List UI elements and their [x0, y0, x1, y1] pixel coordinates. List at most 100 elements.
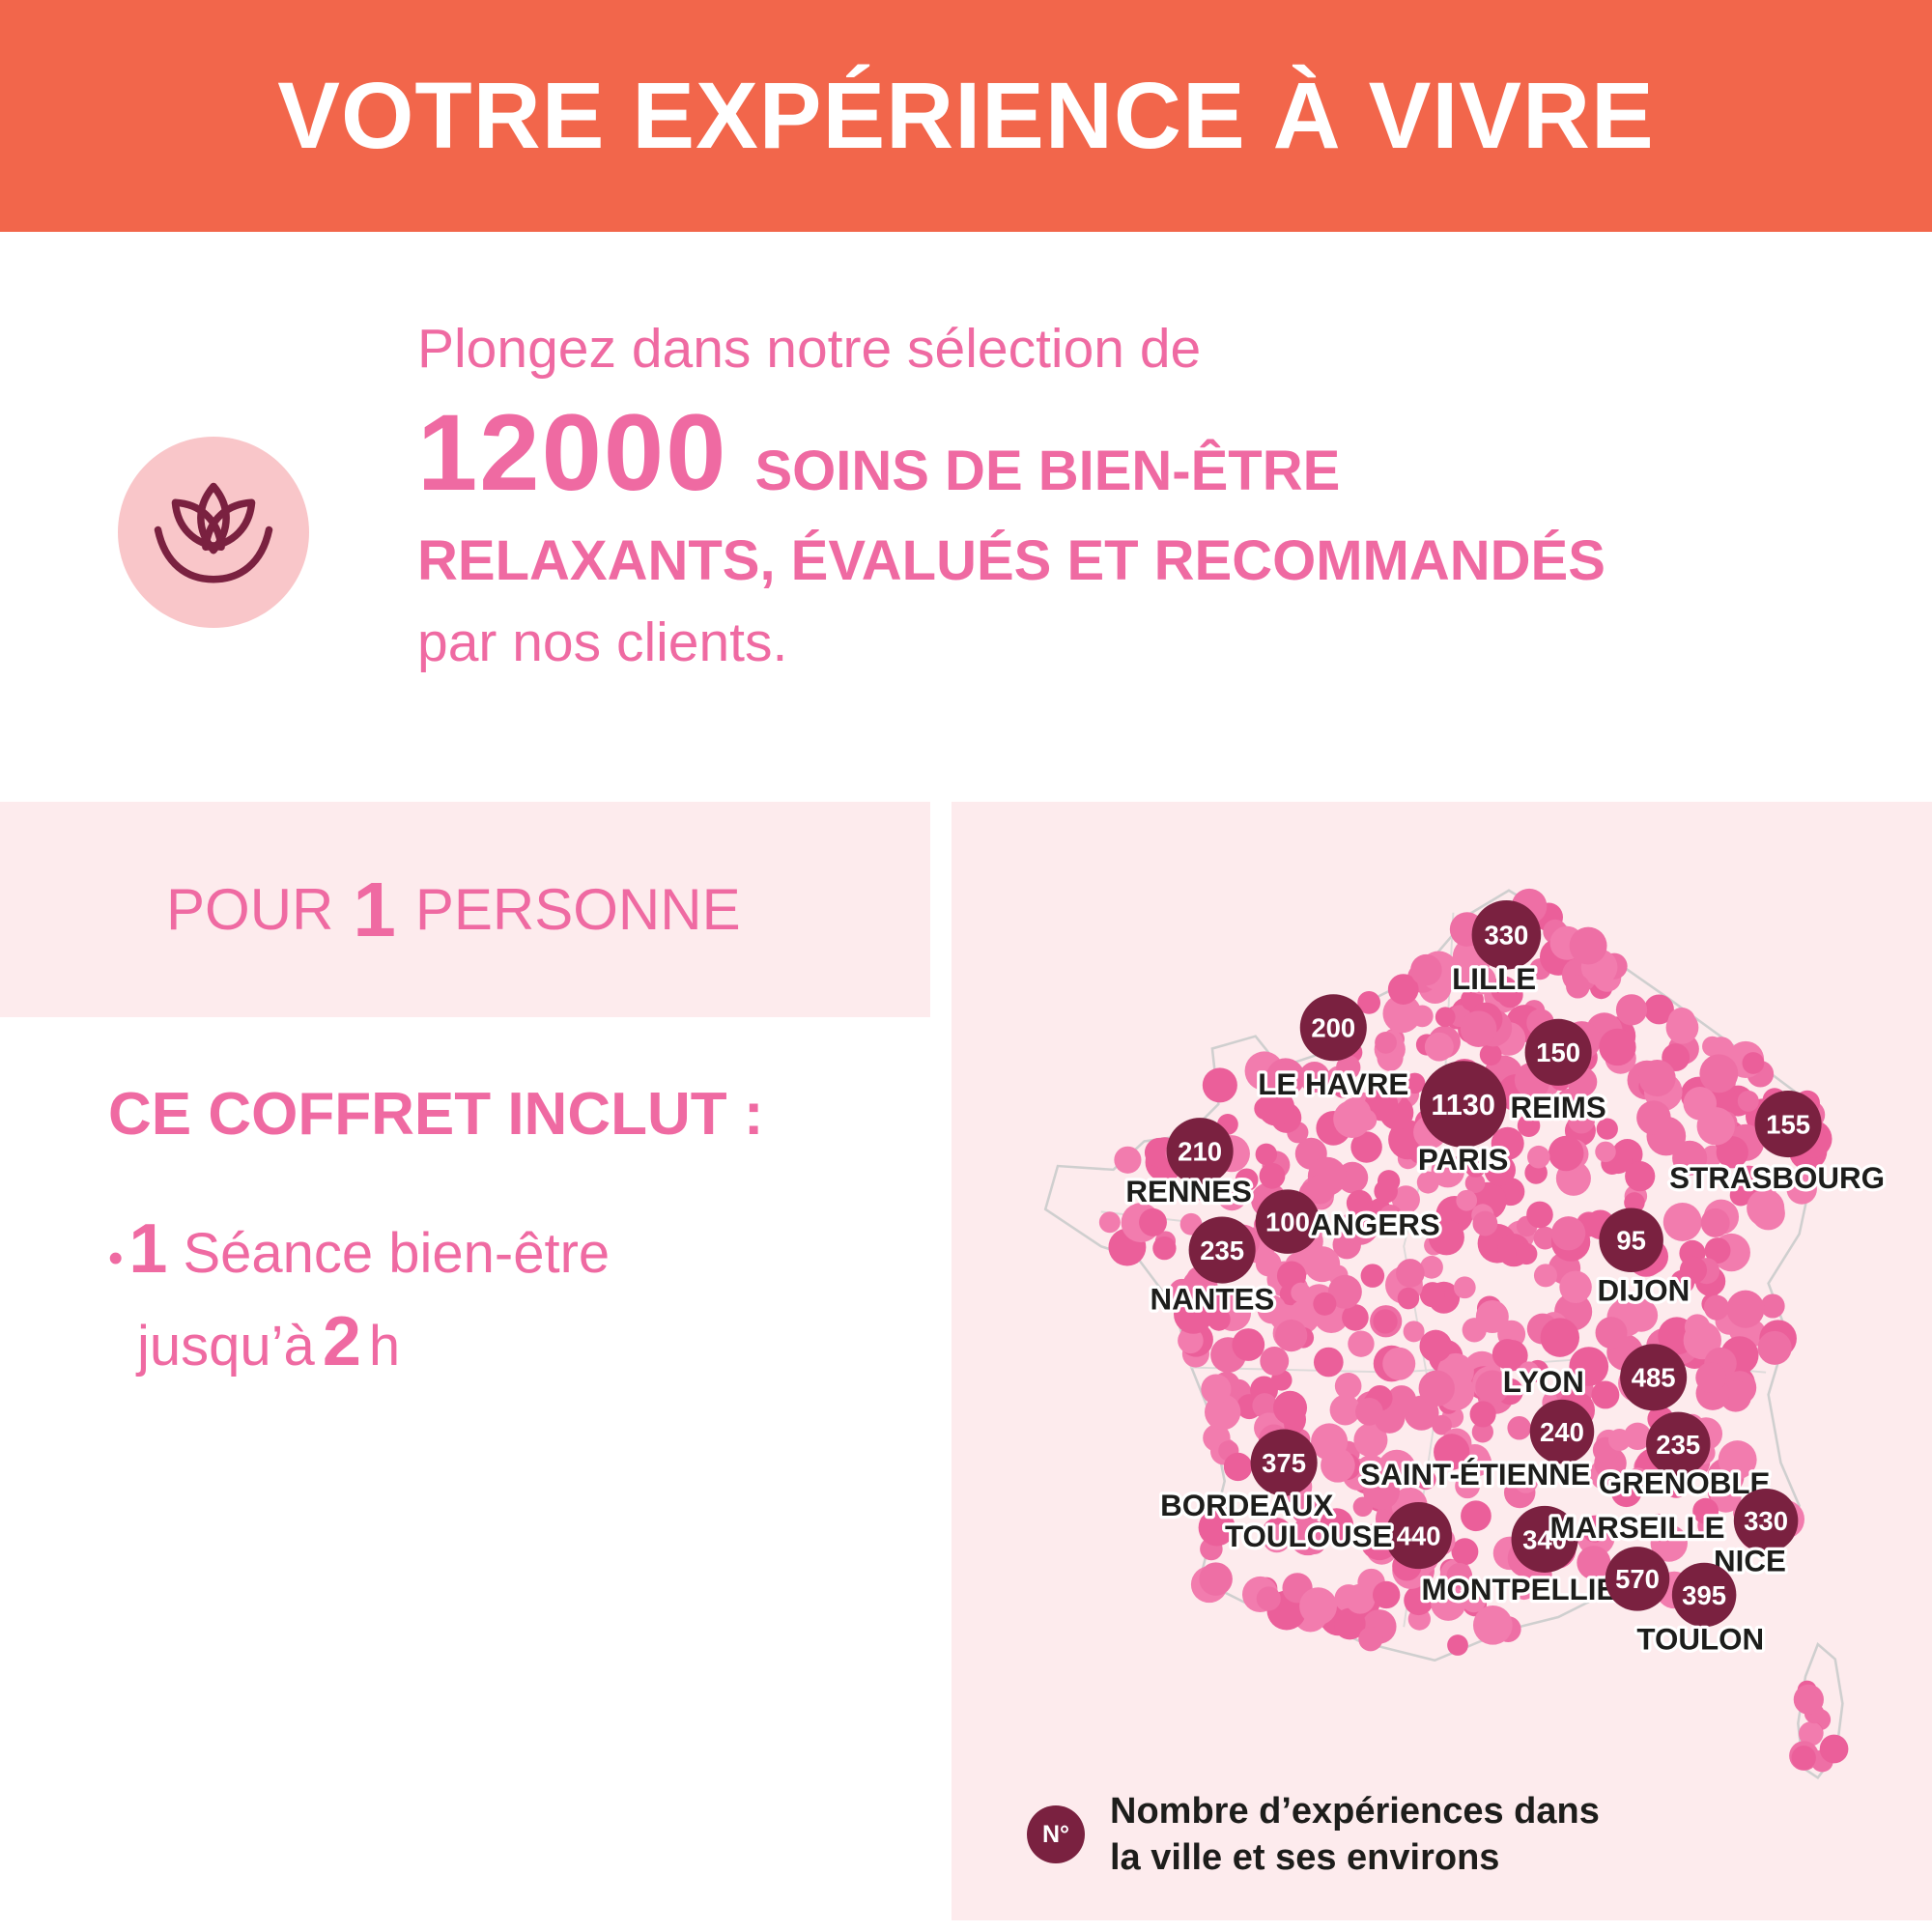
map-dot [1345, 1583, 1376, 1614]
city-saint-tienne: 240 SAINT-ÉTIENNE [1357, 1399, 1595, 1494]
map-dot [1435, 1007, 1456, 1028]
map-dot [1791, 1746, 1816, 1771]
legend-symbol: N° [1041, 1820, 1070, 1848]
map-dot [1512, 1577, 1536, 1601]
map-dot [1360, 1264, 1385, 1288]
map-dot [1409, 1143, 1430, 1164]
map-dot [1418, 1370, 1455, 1406]
map-dot [1623, 1422, 1652, 1451]
city-toulon: 395 TOULON [1634, 1562, 1767, 1659]
map-dot [1320, 1508, 1354, 1543]
map-dot [1299, 1587, 1338, 1626]
intro-line-2: 12000 SOINS DE BIEN-ÊTRE [417, 390, 1605, 515]
map-dot [1662, 1203, 1702, 1241]
map-dot [1548, 1135, 1584, 1172]
map-dot [1265, 1058, 1305, 1097]
map-dot [1382, 994, 1422, 1034]
map-dot [1533, 1264, 1557, 1288]
map-dot [1416, 1171, 1439, 1194]
city-angers: 100 ANGERS [1255, 1189, 1443, 1254]
city-label: MONTPELLIER [1421, 1573, 1638, 1606]
map-dot [1348, 1330, 1375, 1357]
map-dot [1461, 1500, 1492, 1532]
map-dot [1291, 1494, 1321, 1525]
map-dot [1479, 1043, 1502, 1066]
map-dot [1703, 1294, 1730, 1321]
city-bordeaux: 375 BORDEAUX [1157, 1429, 1337, 1525]
map-dot [1475, 1299, 1509, 1334]
city-count-badge [1524, 1018, 1592, 1086]
map-dot [1404, 1072, 1426, 1094]
map-dot [1336, 1055, 1361, 1080]
map-dot [1729, 1183, 1752, 1207]
legend-line-1: Nombre d’expériences dans [1110, 1790, 1600, 1832]
map-dot [1313, 1292, 1337, 1316]
map-dot [1199, 1562, 1233, 1596]
city-label: TOULON [1636, 1622, 1764, 1656]
map-dot [1334, 1372, 1362, 1400]
city-count: 485 [1632, 1363, 1676, 1393]
map-dot [1456, 1189, 1478, 1211]
city-count: 210 [1178, 1137, 1222, 1167]
intro-line-3: RELAXANTS, ÉVALUÉS ET RECOMMANDÉS [417, 529, 1605, 592]
city-count: 240 [1540, 1417, 1584, 1447]
city-count: 155 [1766, 1109, 1810, 1139]
map-dot [1643, 994, 1674, 1025]
map-dot [1793, 1684, 1824, 1715]
france-map: 330 LILLE 200 LE HAVRE 150 REIMS 1130 PARIS 155 S… [1043, 888, 1888, 1780]
map-dot [1461, 1587, 1487, 1613]
map-dot [1636, 1100, 1671, 1135]
map-dot [1798, 1721, 1824, 1747]
map-dot [1198, 1509, 1236, 1547]
map-dot [1252, 1393, 1278, 1419]
intro-line-1: Plongez dans notre sélection de [417, 318, 1202, 380]
map-dot [1526, 1201, 1553, 1229]
city-lille: 330 LILLE [1449, 899, 1542, 999]
map-dot [1569, 1347, 1609, 1386]
map-dot [1350, 1131, 1382, 1163]
bullet-text: Séance bien-être [183, 1222, 611, 1285]
bullet-line2-number: 2 [322, 1303, 361, 1380]
map-dot [1358, 1627, 1383, 1652]
map-dot [1223, 1452, 1253, 1482]
city-count-badge [1471, 899, 1542, 970]
map-dot [1178, 1327, 1204, 1354]
map-dot [1695, 1362, 1727, 1393]
map-dot [1492, 1339, 1523, 1370]
city-count-badge [1419, 1061, 1507, 1148]
map-dot [1700, 1208, 1730, 1237]
city-label: LYON [1503, 1365, 1584, 1399]
intro-text: Plongez dans notre sélection de 12000 SO… [417, 317, 1605, 674]
city-count: 100 [1265, 1208, 1310, 1237]
city-le-havre: 200 LE HAVRE [1255, 994, 1412, 1104]
map-dot [1420, 1255, 1443, 1279]
map-dot [1472, 1210, 1498, 1236]
city-count: 375 [1262, 1448, 1306, 1478]
map-dot [1596, 1118, 1618, 1140]
map-dot [1258, 1089, 1295, 1126]
map-dot [1357, 991, 1381, 1014]
map-dot [1507, 1415, 1531, 1440]
map-dot [1382, 1347, 1416, 1380]
city-marseille: 570 MARSEILLE [1547, 1508, 1728, 1611]
for-one-person-band: POUR 1 PERSONNE [0, 802, 930, 1017]
map-dot [1595, 1141, 1616, 1163]
city-count-badge [1529, 1399, 1595, 1464]
city-count: 235 [1200, 1236, 1244, 1265]
map-dot [1289, 1518, 1327, 1556]
city-count-badge [1599, 1208, 1663, 1273]
map-dot [1373, 1309, 1398, 1334]
page-title: VOTRE EXPÉRIENCE À VIVRE [277, 63, 1655, 168]
city-label: SAINT-ÉTIENNE [1360, 1458, 1590, 1492]
map-dot [1291, 1282, 1312, 1303]
map-dot [1379, 1204, 1403, 1227]
city-label: RENNES [1125, 1175, 1252, 1208]
map-dot [1577, 1546, 1611, 1580]
map-dot [1665, 1010, 1699, 1044]
map-dot [1718, 1440, 1757, 1480]
map-dot [1757, 1330, 1792, 1365]
map-dot [1435, 1434, 1468, 1467]
map-dot [1514, 1468, 1539, 1493]
map-dot [1527, 1145, 1550, 1169]
